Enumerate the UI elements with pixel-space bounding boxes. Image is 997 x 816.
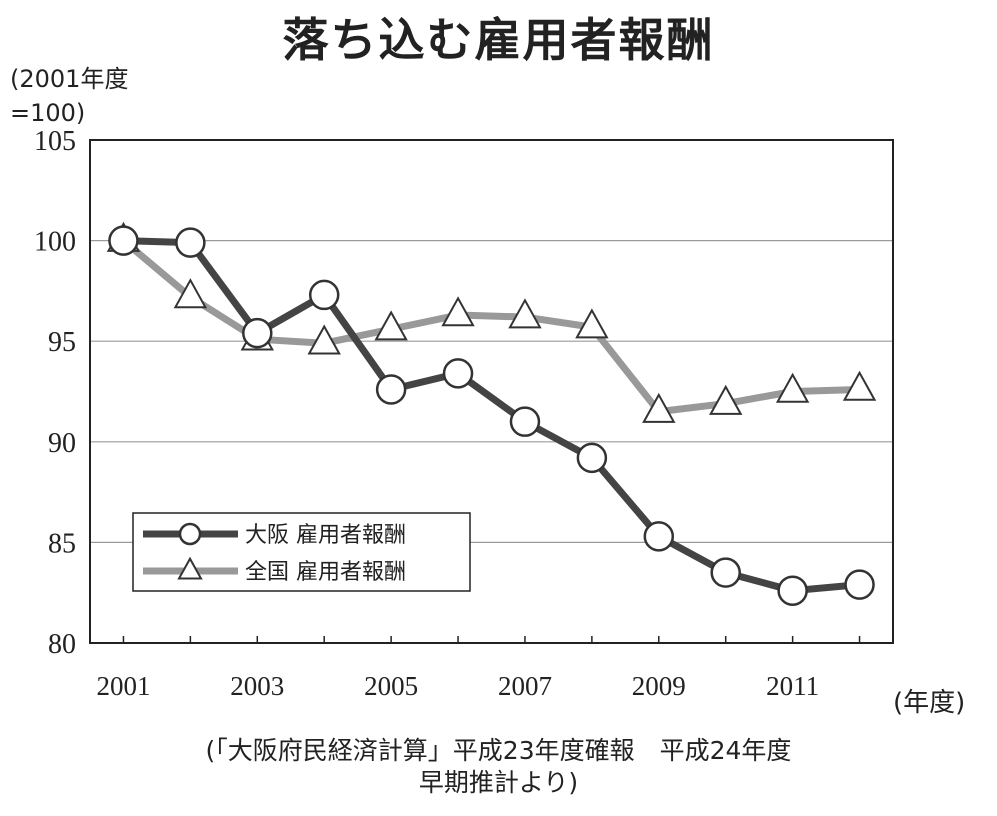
osaka-data-point xyxy=(509,406,541,437)
national-data-point xyxy=(709,384,743,415)
y-tick-label: 90 xyxy=(48,428,76,459)
national-data-point xyxy=(575,308,609,339)
x-tick-label: 2005 xyxy=(364,671,418,701)
osaka-data-point xyxy=(710,557,741,588)
x-tick-label: 2011 xyxy=(766,671,819,701)
plot-frame xyxy=(89,139,894,644)
osaka-data-point xyxy=(844,569,875,600)
x-tick-label: 2001 xyxy=(96,671,150,701)
y-tick-label: 80 xyxy=(48,629,76,660)
national-data-point xyxy=(775,372,810,403)
national-data-point xyxy=(307,324,341,355)
legend-triangle-marker xyxy=(177,556,203,580)
national-data-point xyxy=(642,392,676,423)
osaka-data-point xyxy=(375,374,407,405)
national-data-point xyxy=(374,310,408,341)
national-data-point xyxy=(508,298,542,329)
y-tick-label: 85 xyxy=(48,528,76,559)
chart-title: 落ち込む雇用者報酬 xyxy=(282,13,715,67)
y-tick-label: 95 xyxy=(48,327,76,358)
y-tick-label: 100 xyxy=(34,227,76,258)
x-tick-label: 2007 xyxy=(498,671,552,701)
y-tick-label: 105 xyxy=(34,126,76,157)
osaka-data-point xyxy=(643,521,675,552)
osaka-data-point xyxy=(242,317,273,349)
osaka-data-point xyxy=(308,279,340,311)
x-tick-label: 2003 xyxy=(230,671,284,701)
legend-label: 大阪 雇用者報酬 xyxy=(245,523,406,548)
national-data-point xyxy=(441,296,475,327)
legend-label: 全国 雇用者報酬 xyxy=(245,560,406,585)
national-data-point xyxy=(842,370,877,401)
y-axis-label: (2001年度 =100) xyxy=(10,65,129,127)
x-tick-label: 2009 xyxy=(632,671,686,701)
legend-circle-marker xyxy=(178,522,202,546)
national-data-point xyxy=(173,278,208,309)
x-axis-label: (年度) xyxy=(893,688,966,718)
osaka-data-point xyxy=(442,358,474,389)
national-series-line xyxy=(119,237,864,416)
osaka-data-point xyxy=(108,225,139,256)
osaka-data-point xyxy=(777,575,808,606)
source-note: (「大阪府民経済計算」平成23年度確報 平成24年度 早期推計より) xyxy=(205,736,792,797)
osaka-data-point xyxy=(175,227,206,258)
osaka-data-point xyxy=(576,442,608,474)
